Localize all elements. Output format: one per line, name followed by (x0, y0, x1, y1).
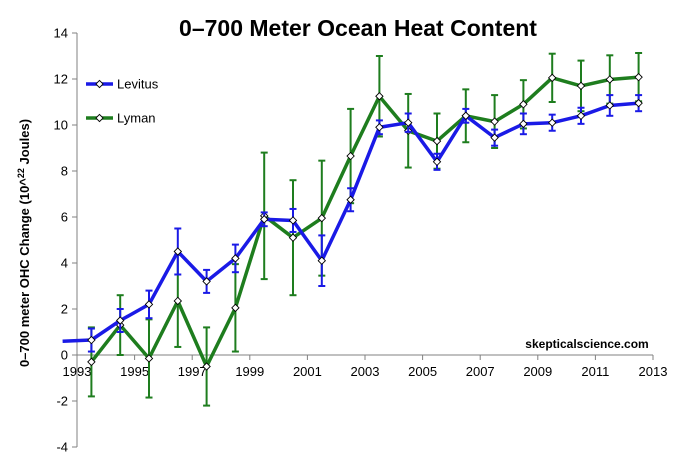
levitus-point (144, 300, 154, 309)
legend-swatch-marker (95, 79, 104, 89)
x-tick-label: 2005 (408, 364, 437, 379)
lyman-point (375, 92, 384, 101)
levitus-point (432, 157, 442, 167)
lyman-point (231, 303, 240, 313)
levitus-point (346, 195, 355, 204)
lyman-point (576, 81, 586, 91)
levitus-point (375, 123, 384, 132)
chart-title: 0–700 Meter Ocean Heat Content (179, 15, 537, 41)
lyman-point (288, 233, 298, 242)
lyman-point (432, 136, 442, 146)
x-tick-label: 1995 (120, 364, 149, 379)
x-tick-label: 1997 (178, 364, 207, 379)
x-tick-label: 2009 (523, 364, 552, 379)
levitus-point (288, 216, 298, 225)
lyman-point (317, 213, 327, 223)
credit-text: skepticalscience.com (525, 337, 648, 351)
y-tick-label: 6 (61, 210, 68, 225)
levitus-point (231, 254, 240, 263)
series-levitus (62, 94, 643, 353)
series-layer (62, 52, 643, 407)
levitus-point (317, 256, 327, 265)
legend: Levitus Lyman (86, 77, 159, 126)
levitus-point (403, 118, 413, 127)
levitus-point (490, 133, 499, 142)
y-tick-label: -4 (56, 440, 68, 455)
legend-label: Levitus (117, 77, 159, 92)
levitus-point (519, 119, 528, 129)
x-tick-label: 1993 (63, 364, 92, 379)
levitus-point (259, 215, 269, 224)
lyman-point (87, 357, 96, 367)
levitus-point (173, 247, 183, 256)
levitus-point (547, 118, 557, 127)
x-tick-label: 1999 (235, 364, 264, 379)
lyman-point (490, 117, 499, 126)
lyman-point (173, 296, 183, 306)
levitus-point (115, 316, 125, 325)
y-axis-label-main: 0–700 meter OHC Change (10^ (17, 178, 32, 367)
y-axis-label-exp: 22 (16, 168, 26, 178)
y-tick-label: 2 (61, 302, 68, 317)
x-tick-label: 2001 (293, 364, 322, 379)
x-tick-label: 2003 (351, 364, 380, 379)
levitus-point (605, 101, 615, 110)
legend-item-lyman: Lyman (86, 111, 156, 126)
lyman-point (547, 73, 557, 83)
legend-label: Lyman (117, 111, 156, 126)
lyman-point (605, 75, 615, 84)
series-lyman (87, 52, 643, 407)
x-axis: 1993 1995 1997 1999 2001 2003 2005 2007 2009 2011… (63, 354, 668, 379)
y-tick-label: 4 (61, 256, 68, 271)
lyman-point (144, 354, 154, 363)
y-axis: -4 -2 0 2 4 6 8 10 12 14 (54, 26, 78, 455)
x-tick-label: 2011 (581, 364, 609, 379)
levitus-point (576, 111, 586, 121)
legend-swatch-marker (95, 113, 104, 123)
lyman-point (346, 151, 355, 161)
lyman-point (519, 100, 528, 109)
lyman-point (202, 362, 211, 371)
levitus-point (461, 111, 471, 121)
y-tick-label: 14 (54, 26, 68, 41)
y-tick-label: 10 (54, 118, 68, 133)
levitus-point (202, 277, 211, 286)
legend-item-levitus: Levitus (86, 77, 159, 92)
lyman-line (90, 75, 639, 369)
levitus-point (87, 335, 96, 345)
levitus-point (634, 98, 643, 108)
x-tick-label: 2013 (639, 364, 668, 379)
lyman-point (634, 72, 643, 82)
y-axis-label: 0–700 meter OHC Change (10^22 Joules) (16, 119, 32, 367)
y-tick-label: 12 (54, 72, 68, 87)
y-axis-label-tail: Joules) (17, 119, 32, 168)
y-tick-label: -2 (56, 394, 68, 409)
x-tick-label: 2007 (466, 364, 495, 379)
y-tick-label: 8 (61, 164, 68, 179)
y-tick-label: 0 (61, 348, 68, 363)
